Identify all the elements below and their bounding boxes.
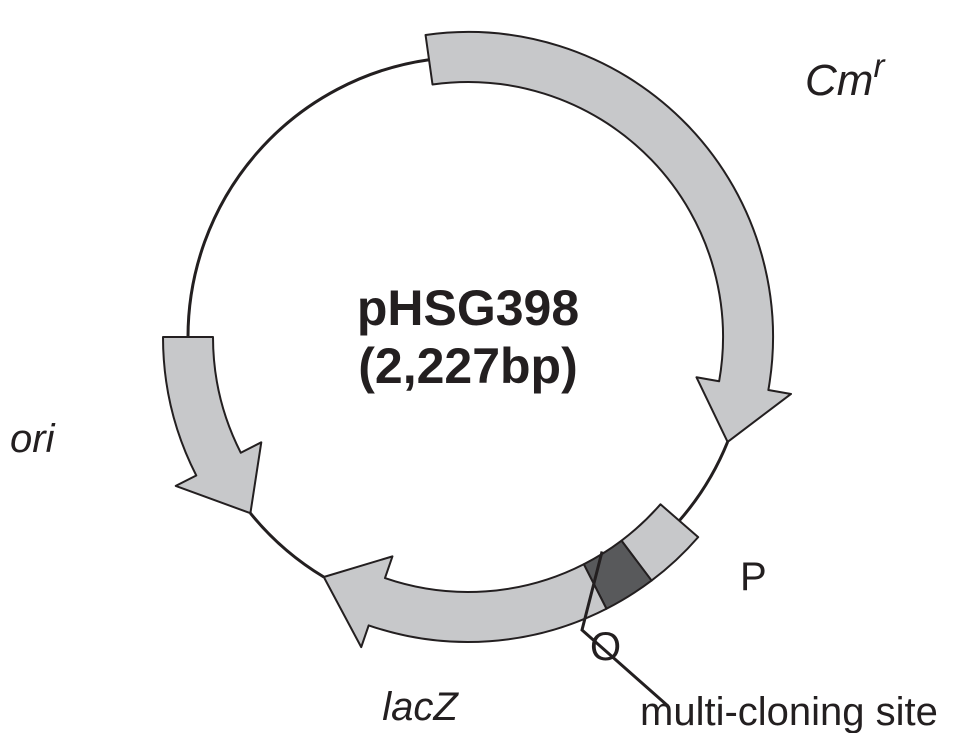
mcs-label: multi-cloning site	[640, 690, 938, 733]
lacZ-label: lacZ	[382, 685, 459, 729]
Cmr-label: Cmr	[805, 47, 886, 105]
ori-label: ori	[10, 417, 56, 461]
plasmid-name-text: pHSG398	[357, 280, 579, 336]
P-label: P	[740, 555, 767, 599]
plasmid-size-text: (2,227bp)	[358, 338, 578, 394]
plasmid-feature	[163, 337, 261, 513]
plasmid-backbone	[679, 442, 727, 521]
O-label: O	[590, 625, 621, 669]
plasmid-title: pHSG398(2,227bp)	[357, 280, 579, 394]
plasmid-backbone	[250, 513, 323, 577]
plasmid-feature	[324, 556, 607, 647]
